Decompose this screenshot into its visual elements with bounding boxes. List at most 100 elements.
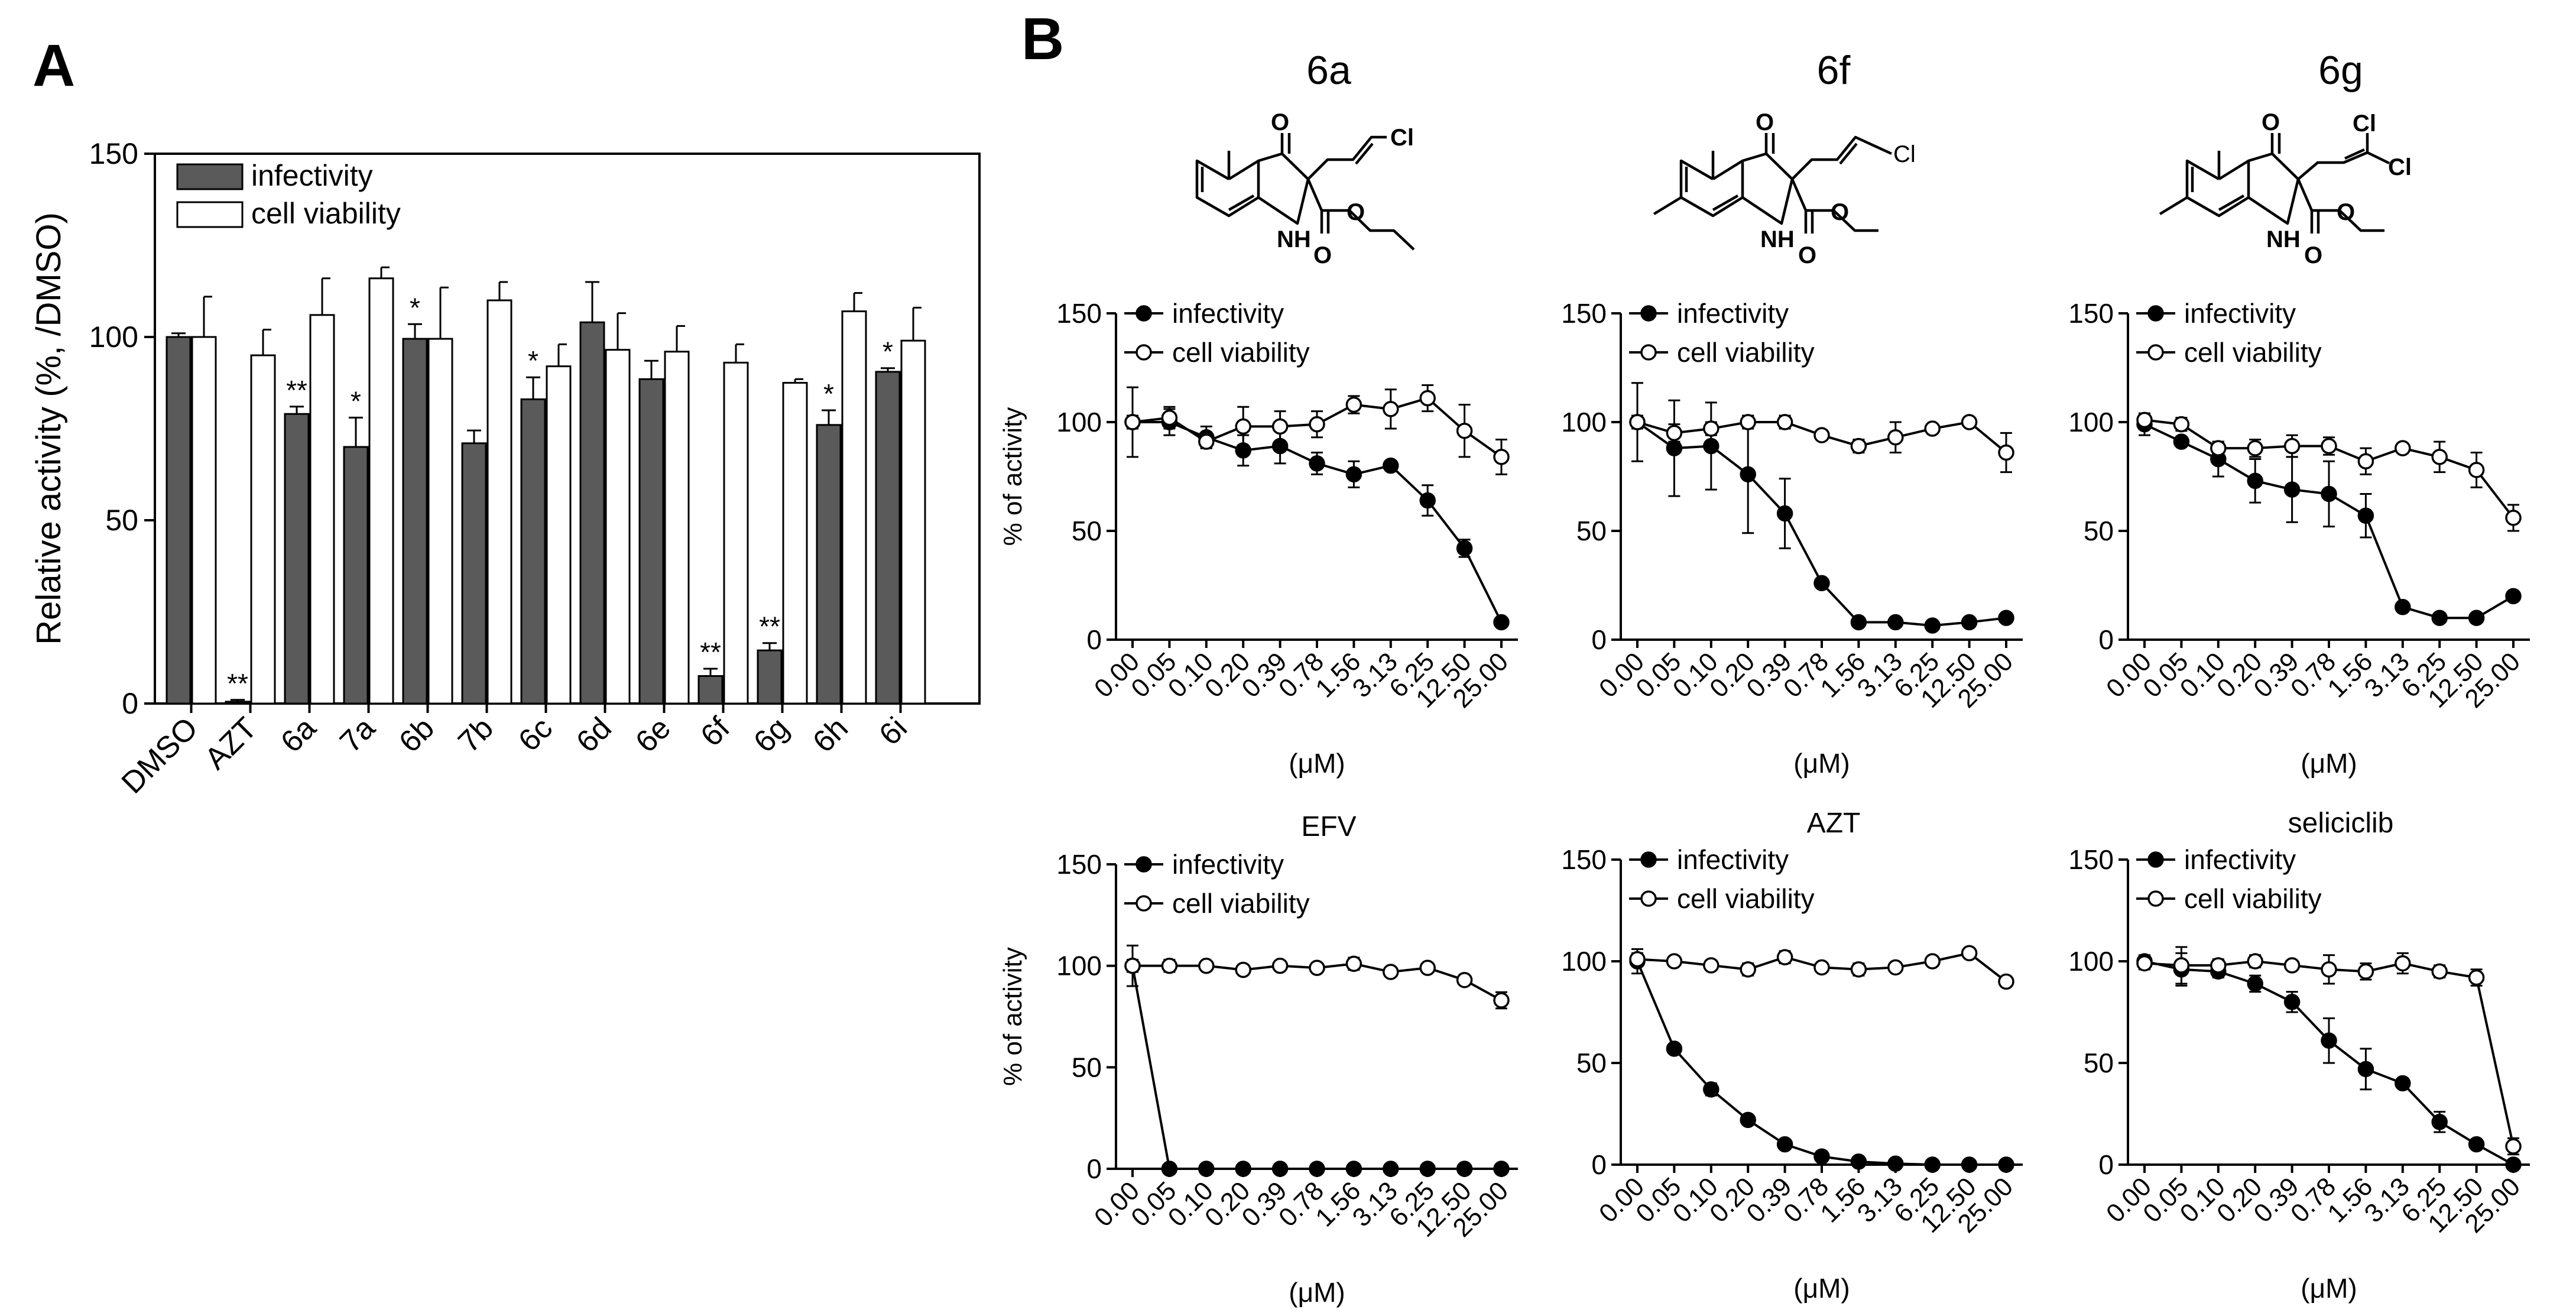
data-point bbox=[1198, 1161, 1215, 1177]
data-point bbox=[1124, 414, 1141, 430]
data-point bbox=[2357, 1061, 2374, 1078]
structure-6f-carbonyl-o: O bbox=[1756, 109, 1774, 135]
data-point bbox=[1493, 614, 1510, 631]
data-point bbox=[2357, 507, 2374, 524]
data-point bbox=[2136, 955, 2153, 972]
y-axis-label: % of activity bbox=[998, 947, 1027, 1086]
chart-title: 6g bbox=[2318, 48, 2363, 93]
data-point bbox=[1998, 610, 2014, 626]
structure-6g-cl-2: Cl bbox=[2388, 154, 2412, 180]
legend: infectivity cell viability bbox=[1629, 298, 1815, 368]
data-point bbox=[1666, 1041, 1683, 1057]
y-tick-label: 150 bbox=[89, 137, 138, 170]
y-tick-label: 50 bbox=[2084, 516, 2114, 546]
data-point bbox=[1887, 429, 1904, 446]
data-point bbox=[1776, 949, 1793, 965]
legend-label: cell viability bbox=[1172, 888, 1310, 919]
bar-infectivity bbox=[343, 446, 369, 705]
legend-marker bbox=[1640, 851, 1657, 868]
y-tick-label: 100 bbox=[2068, 407, 2114, 437]
legend-label: infectivity bbox=[2184, 298, 2296, 329]
data-point bbox=[1161, 1161, 1178, 1177]
legend: infectivity cell viability bbox=[1629, 844, 1815, 914]
series-cell-viability bbox=[1629, 945, 2014, 990]
bar-cell-viability bbox=[368, 277, 394, 705]
bar-cell-viability bbox=[309, 314, 335, 705]
y-tick-label: 150 bbox=[2068, 844, 2114, 875]
bar-infectivity bbox=[579, 321, 605, 705]
data-point bbox=[2395, 440, 2411, 456]
data-point bbox=[1813, 427, 1830, 443]
legend-label: cell viability bbox=[2184, 337, 2322, 368]
data-point bbox=[1924, 617, 1941, 634]
bar-cell-viability bbox=[486, 299, 512, 705]
data-point bbox=[2247, 975, 2263, 992]
bar-infectivity bbox=[697, 675, 724, 705]
data-point bbox=[1703, 957, 1720, 974]
bar-cell-viability bbox=[427, 338, 453, 705]
y-tick-label: 100 bbox=[2068, 946, 2114, 977]
data-point bbox=[1850, 437, 1867, 455]
data-point bbox=[1271, 418, 1289, 435]
data-point bbox=[1776, 414, 1793, 430]
data-point bbox=[1666, 953, 1683, 970]
data-point bbox=[1124, 957, 1141, 974]
data-point bbox=[2283, 437, 2301, 455]
legend-marker bbox=[1135, 856, 1152, 873]
data-point bbox=[1813, 575, 1830, 592]
data-point bbox=[1383, 964, 1399, 980]
legend-marker bbox=[1135, 305, 1152, 322]
data-point bbox=[1235, 961, 1251, 978]
y-tick-label: 0 bbox=[1591, 624, 1607, 655]
bar-infectivity bbox=[757, 649, 783, 705]
data-point bbox=[1666, 440, 1683, 456]
data-point bbox=[2321, 1032, 2337, 1049]
significance-mark: ** bbox=[227, 668, 248, 699]
y-tick-label: 100 bbox=[89, 320, 138, 354]
data-point bbox=[2283, 481, 2301, 498]
legend-label: cell viability bbox=[2184, 883, 2322, 914]
data-point bbox=[1961, 414, 1978, 430]
data-point bbox=[2283, 994, 2301, 1010]
data-point bbox=[1703, 437, 1720, 455]
data-point bbox=[1271, 957, 1289, 974]
significance-mark: * bbox=[883, 336, 893, 367]
structure-6a-cl: Cl bbox=[1390, 125, 1414, 151]
y-tick-label: 100 bbox=[1056, 951, 1102, 981]
y-axis-label: Relative activity (%, /DMSO) bbox=[30, 212, 68, 645]
legend: infectivity cell viability bbox=[2136, 298, 2322, 368]
series-cell-viability bbox=[2136, 411, 2522, 532]
data-point bbox=[1961, 945, 1978, 961]
data-point bbox=[2173, 416, 2190, 433]
legend: infectivity cell viability bbox=[2136, 844, 2322, 914]
chart-title: EFV bbox=[1301, 811, 1356, 842]
data-point bbox=[2321, 437, 2337, 455]
y-tick-label: 100 bbox=[1561, 946, 1607, 977]
data-point bbox=[1419, 390, 1436, 407]
data-point bbox=[2431, 963, 2448, 980]
data-point bbox=[2505, 1138, 2522, 1155]
data-point bbox=[1740, 1111, 1756, 1129]
x-axis-label: (μM) bbox=[1793, 748, 1850, 779]
data-point bbox=[2395, 599, 2411, 615]
data-point bbox=[1345, 466, 1362, 483]
data-point bbox=[2505, 510, 2522, 526]
significance-mark: ** bbox=[286, 375, 307, 406]
data-point bbox=[1961, 614, 1978, 631]
data-point bbox=[1813, 1148, 1830, 1165]
structure-6f-ester-o: O bbox=[1798, 242, 1816, 268]
structure-6g: O Cl Cl NH O O bbox=[2159, 109, 2412, 268]
bar-infectivity bbox=[461, 442, 487, 705]
data-point bbox=[1383, 1161, 1399, 1177]
legend-label: infectivity bbox=[1677, 298, 1789, 329]
data-point bbox=[2357, 963, 2374, 980]
data-point bbox=[2247, 440, 2263, 456]
data-point bbox=[2431, 1114, 2448, 1130]
y-tick-label: 150 bbox=[1561, 844, 1607, 875]
legend-label: infectivity bbox=[1172, 298, 1284, 329]
bar-cell-viability bbox=[723, 361, 749, 705]
data-point bbox=[2505, 588, 2522, 605]
significance-mark: * bbox=[410, 292, 420, 323]
